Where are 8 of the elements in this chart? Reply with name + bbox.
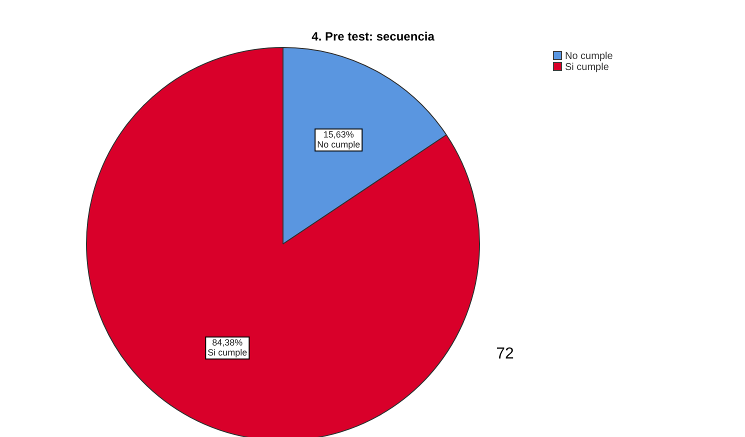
legend-label: Si cumple xyxy=(565,62,610,73)
data-label: 15,63% xyxy=(323,130,354,140)
slice-label: No cumple xyxy=(317,140,360,150)
data-label: 84,38% xyxy=(212,337,243,348)
chart-title: 4. Pre test: secuencia xyxy=(312,29,435,44)
slice-label: Si cumple xyxy=(208,347,248,358)
text: 72 xyxy=(496,345,514,362)
legend-label: No cumple xyxy=(565,50,614,62)
